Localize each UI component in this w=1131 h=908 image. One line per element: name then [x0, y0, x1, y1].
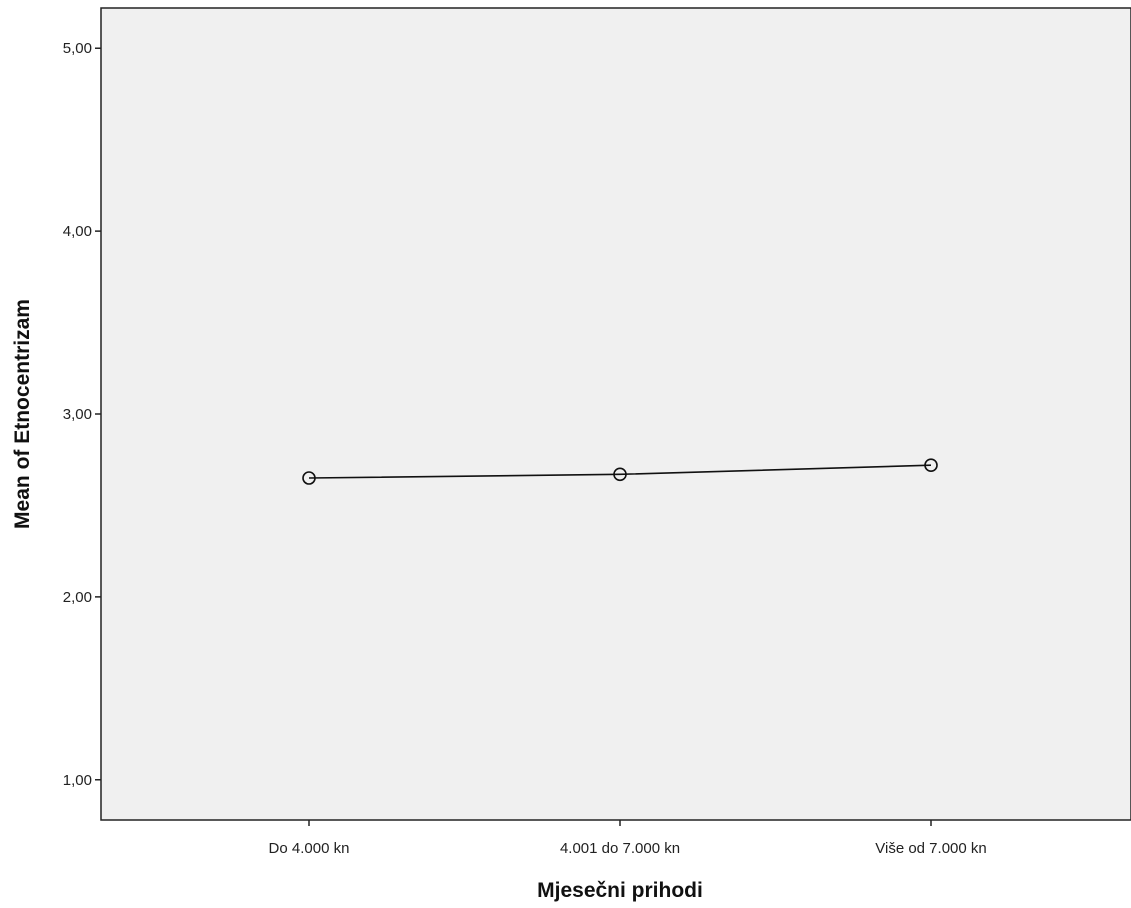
y-tick-label: 3,00 — [63, 406, 92, 423]
data-point — [613, 467, 627, 482]
y-tick-label: 5,00 — [63, 40, 92, 57]
y-tick-label: 4,00 — [63, 223, 92, 240]
series-line — [308, 464, 932, 479]
x-axis: Do 4.000 kn 4.001 do 7.000 kn Više od 7.00… — [269, 820, 987, 857]
x-tick-label: Do 4.000 kn — [269, 840, 350, 857]
series-layer — [302, 458, 938, 485]
data-point — [924, 458, 938, 473]
y-tick-label: 2,00 — [63, 589, 92, 606]
y-tick-label: 1,00 — [63, 772, 92, 789]
y-axis-title: Mean of Etnocentrizam — [11, 299, 34, 529]
x-tick-label: 4.001 do 7.000 kn — [560, 840, 680, 857]
plot-area — [100, 7, 1131, 821]
y-axis: 1,00 2,00 3,00 4,00 5,00 — [63, 40, 101, 789]
data-point — [302, 471, 316, 485]
x-tick-label: Više od 7.000 kn — [875, 840, 986, 857]
x-axis-title: Mjesečni prihodi — [537, 879, 703, 902]
